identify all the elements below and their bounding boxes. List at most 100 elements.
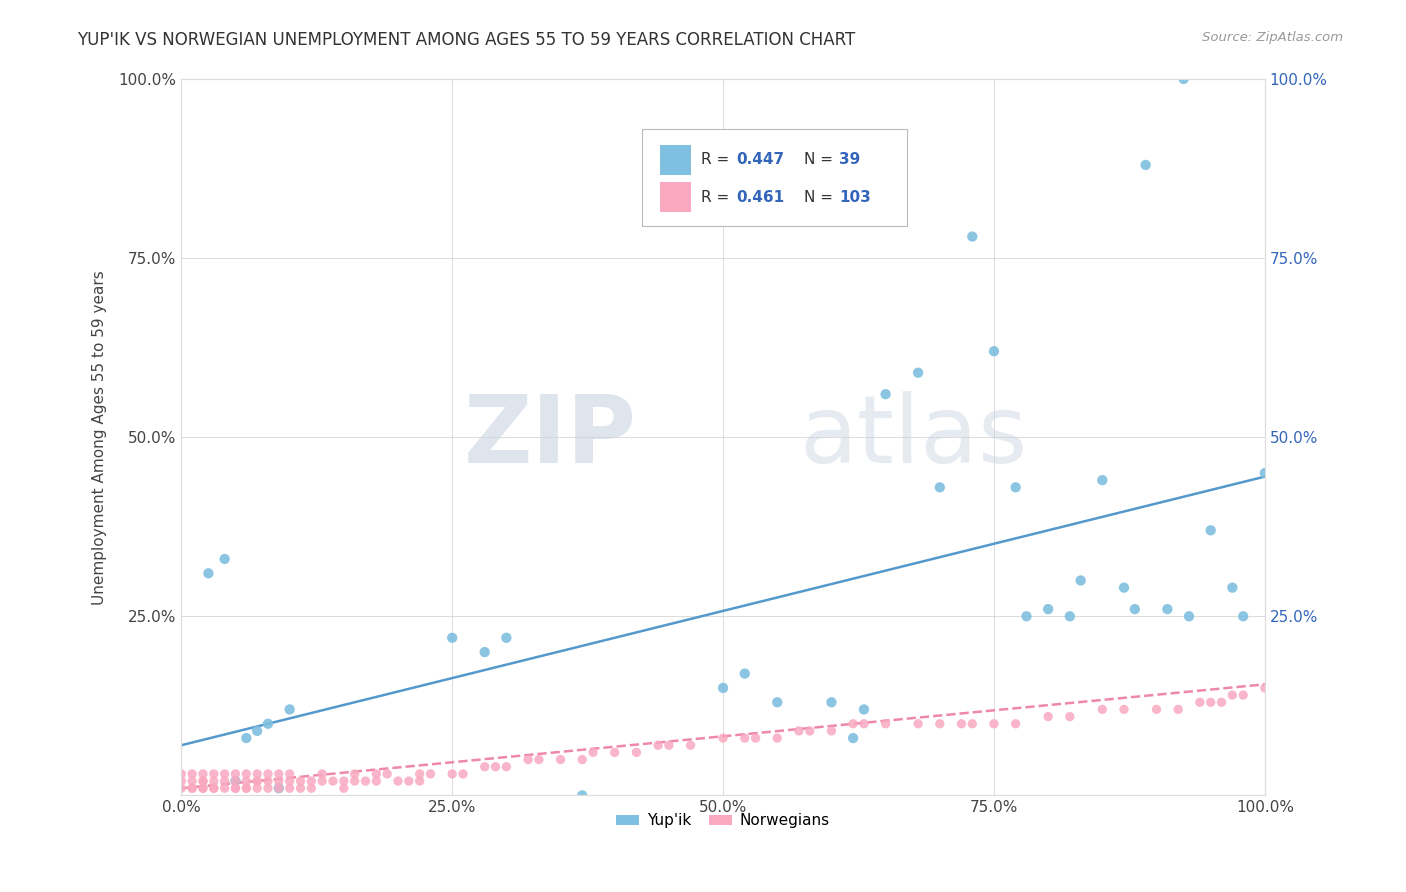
Point [257,767,280,781]
Point [474,645,496,659]
Point [202,781,225,796]
Point [398,774,420,789]
Point [235,767,257,781]
Point [224,781,246,796]
Point [1167,702,1189,716]
Point [744,731,766,745]
Point [202,767,225,781]
Point [267,781,290,796]
Point [983,344,1005,359]
Point [214,774,236,789]
Point [474,760,496,774]
Point [246,774,269,789]
Point [235,781,257,796]
Point [246,781,269,796]
Point [235,781,257,796]
Point [1135,158,1157,172]
Text: N =: N = [804,153,838,168]
Point [441,767,464,781]
Point [441,631,464,645]
Point [1036,602,1059,616]
Point [766,731,789,745]
Point [170,774,193,789]
Point [343,767,366,781]
Point [820,695,842,709]
Point [582,746,605,760]
Text: R =: R = [702,153,734,168]
Point [1015,609,1038,624]
Point [983,716,1005,731]
Point [1254,466,1277,480]
Point [224,767,246,781]
Point [1222,688,1244,702]
Point [1199,695,1222,709]
Point [290,774,312,789]
Point [787,723,810,738]
Point [1059,609,1081,624]
Point [928,480,950,494]
Point [658,738,681,752]
Point [246,774,269,789]
Point [1254,681,1277,695]
Point [224,774,246,789]
Point [224,781,246,796]
Point [257,716,280,731]
Text: N =: N = [804,190,838,204]
Point [962,229,984,244]
Text: 103: 103 [839,190,870,204]
Point [311,767,333,781]
Point [820,723,842,738]
Point [290,781,312,796]
Text: 0.461: 0.461 [737,190,785,204]
Point [197,566,219,581]
Point [191,774,214,789]
Point [257,774,280,789]
Point [571,789,593,803]
Point [181,781,204,796]
Bar [661,182,690,212]
Text: 39: 39 [839,153,860,168]
Point [181,774,204,789]
Point [202,774,225,789]
Point [842,731,865,745]
Point [191,774,214,789]
Point [257,781,280,796]
Point [278,767,301,781]
Point [1004,716,1026,731]
Text: atlas: atlas [799,392,1028,483]
Point [928,716,950,731]
Point [875,387,897,401]
Point [852,716,875,731]
Point [1091,473,1114,487]
Point [181,781,204,796]
Point [267,767,290,781]
Point [1112,702,1135,716]
Point [484,760,506,774]
Point [711,731,734,745]
Point [734,666,756,681]
Text: ZIP: ZIP [464,392,637,483]
Point [451,767,474,781]
Point [852,702,875,716]
Point [571,753,593,767]
Point [322,774,344,789]
Point [799,723,821,738]
Point [343,774,366,789]
Point [962,716,984,731]
Point [527,753,550,767]
Point [408,767,430,781]
Point [626,746,648,760]
Bar [661,145,690,175]
Point [202,781,225,796]
Point [419,767,441,781]
Point [1059,709,1081,723]
Point [1070,574,1092,588]
Point [375,767,398,781]
Point [1232,609,1254,624]
Point [408,774,430,789]
Point [387,774,409,789]
Point [191,767,214,781]
Text: YUP'IK VS NORWEGIAN UNEMPLOYMENT AMONG AGES 55 TO 59 YEARS CORRELATION CHART: YUP'IK VS NORWEGIAN UNEMPLOYMENT AMONG A… [77,31,856,49]
FancyBboxPatch shape [641,129,907,226]
Point [875,716,897,731]
